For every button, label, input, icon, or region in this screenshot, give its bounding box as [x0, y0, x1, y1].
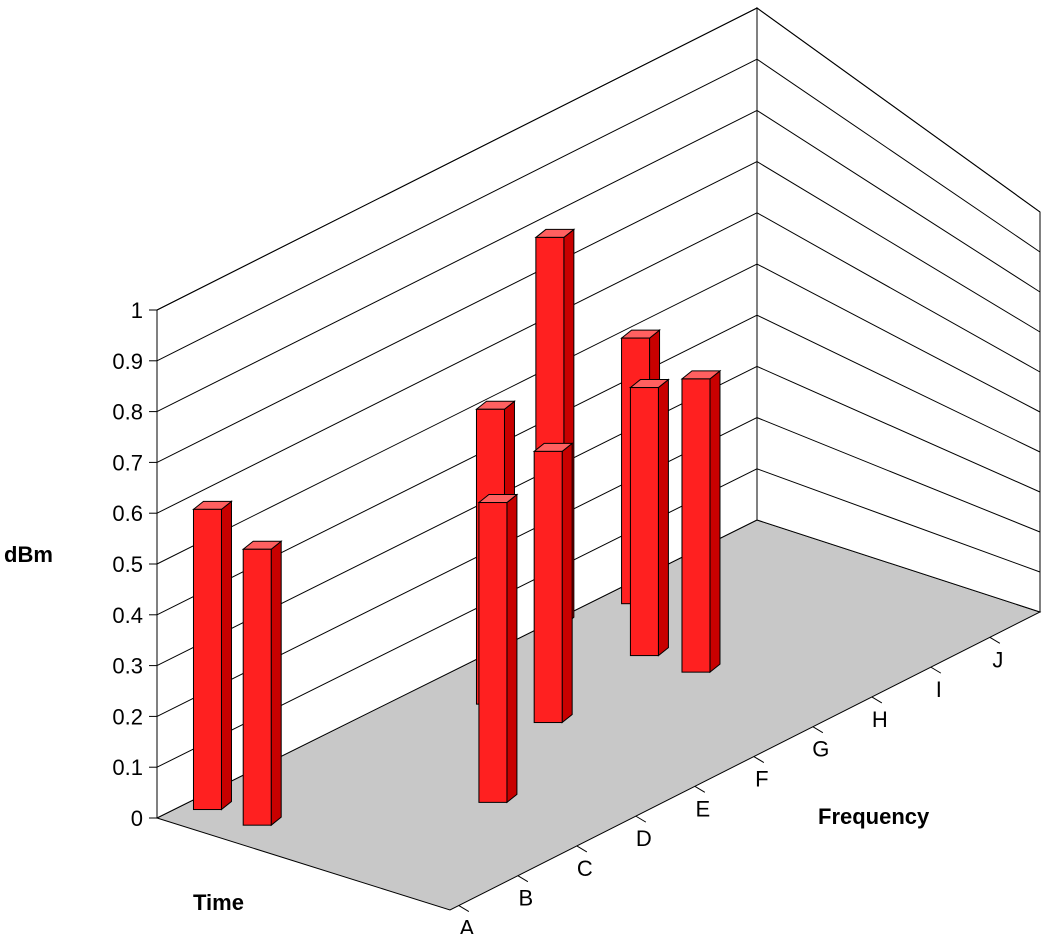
x-tick-mark — [694, 785, 706, 793]
gridline — [156, 212, 1041, 514]
bar-A — [192, 500, 233, 811]
x-tick-mark — [989, 636, 1001, 644]
y-tick-label: 0 — [131, 806, 143, 831]
x-tick-label: G — [812, 737, 829, 762]
chart-walls — [155, 7, 1042, 911]
gridline — [156, 58, 1041, 362]
bar-side — [270, 540, 282, 827]
y-tick-label: 0.2 — [112, 704, 143, 729]
x-axis-label: Frequency — [818, 804, 930, 829]
gridlines — [156, 7, 1041, 768]
gridline — [156, 468, 1041, 768]
x-tick-mark — [871, 696, 883, 704]
x-tick-label: H — [872, 707, 888, 732]
x-tick-label: J — [992, 647, 1003, 672]
bar-side — [506, 493, 518, 804]
bar-front — [629, 387, 659, 657]
y-tick-label: 1 — [131, 298, 143, 323]
x-tick-label: B — [519, 886, 534, 911]
gridline — [156, 109, 1041, 413]
x-tick-label: I — [936, 677, 942, 702]
bar-side — [561, 442, 573, 724]
y-tick-label: 0.3 — [112, 654, 143, 679]
gridline — [156, 417, 1041, 717]
y-tick-label: 0.9 — [112, 349, 143, 374]
x-tick-label: E — [696, 796, 711, 821]
x-tick-mark — [458, 905, 470, 912]
bar-front — [242, 548, 272, 826]
y-axis-label: dBm — [4, 542, 53, 567]
y-tick-label: 0.7 — [112, 450, 143, 475]
bar-front — [681, 378, 711, 673]
x-tick-label: A — [460, 916, 475, 934]
bar-side — [220, 500, 232, 811]
gridline — [156, 365, 1041, 667]
x-tick-mark — [576, 845, 588, 853]
bar-front — [192, 508, 222, 811]
y-tick-label: 0.6 — [112, 501, 143, 526]
side-wall — [756, 7, 1041, 613]
y-axis-ticks: 0 0.1 0.2 0.3 0.4 0.5 0.6 0.7 0.8 0.9 1 — [112, 298, 157, 831]
bar-front — [533, 450, 563, 724]
gridline — [156, 161, 1041, 463]
x-tick-mark — [517, 875, 529, 883]
bar-side — [657, 378, 669, 657]
x-tick-mark — [812, 726, 824, 734]
gridline — [156, 314, 1041, 616]
y-tick-label: 0.5 — [112, 552, 143, 577]
bar-G — [628, 378, 670, 657]
bar-A — [241, 540, 283, 827]
gridline — [156, 263, 1041, 565]
bar-E — [532, 442, 574, 724]
bar-front — [478, 502, 508, 803]
x-tick-label: F — [755, 767, 768, 792]
y-tick-label: 0.4 — [112, 603, 143, 628]
x-tick-label: D — [636, 826, 652, 851]
bar-G — [680, 369, 722, 674]
bar-C — [477, 493, 519, 804]
y-tick-label: 0.1 — [112, 755, 143, 780]
bar-side — [709, 369, 721, 674]
x-tick-mark — [635, 815, 647, 823]
x-tick-label: C — [577, 856, 593, 881]
gridline — [156, 7, 1041, 311]
x-tick-mark — [753, 756, 765, 763]
y-tick-label: 0.8 — [112, 400, 143, 425]
bars — [192, 228, 722, 827]
depth-axis-label: Time — [193, 890, 244, 915]
x-tick-mark — [930, 666, 942, 674]
x-axis-ticks: A B C D E F G H I J — [458, 636, 1003, 934]
